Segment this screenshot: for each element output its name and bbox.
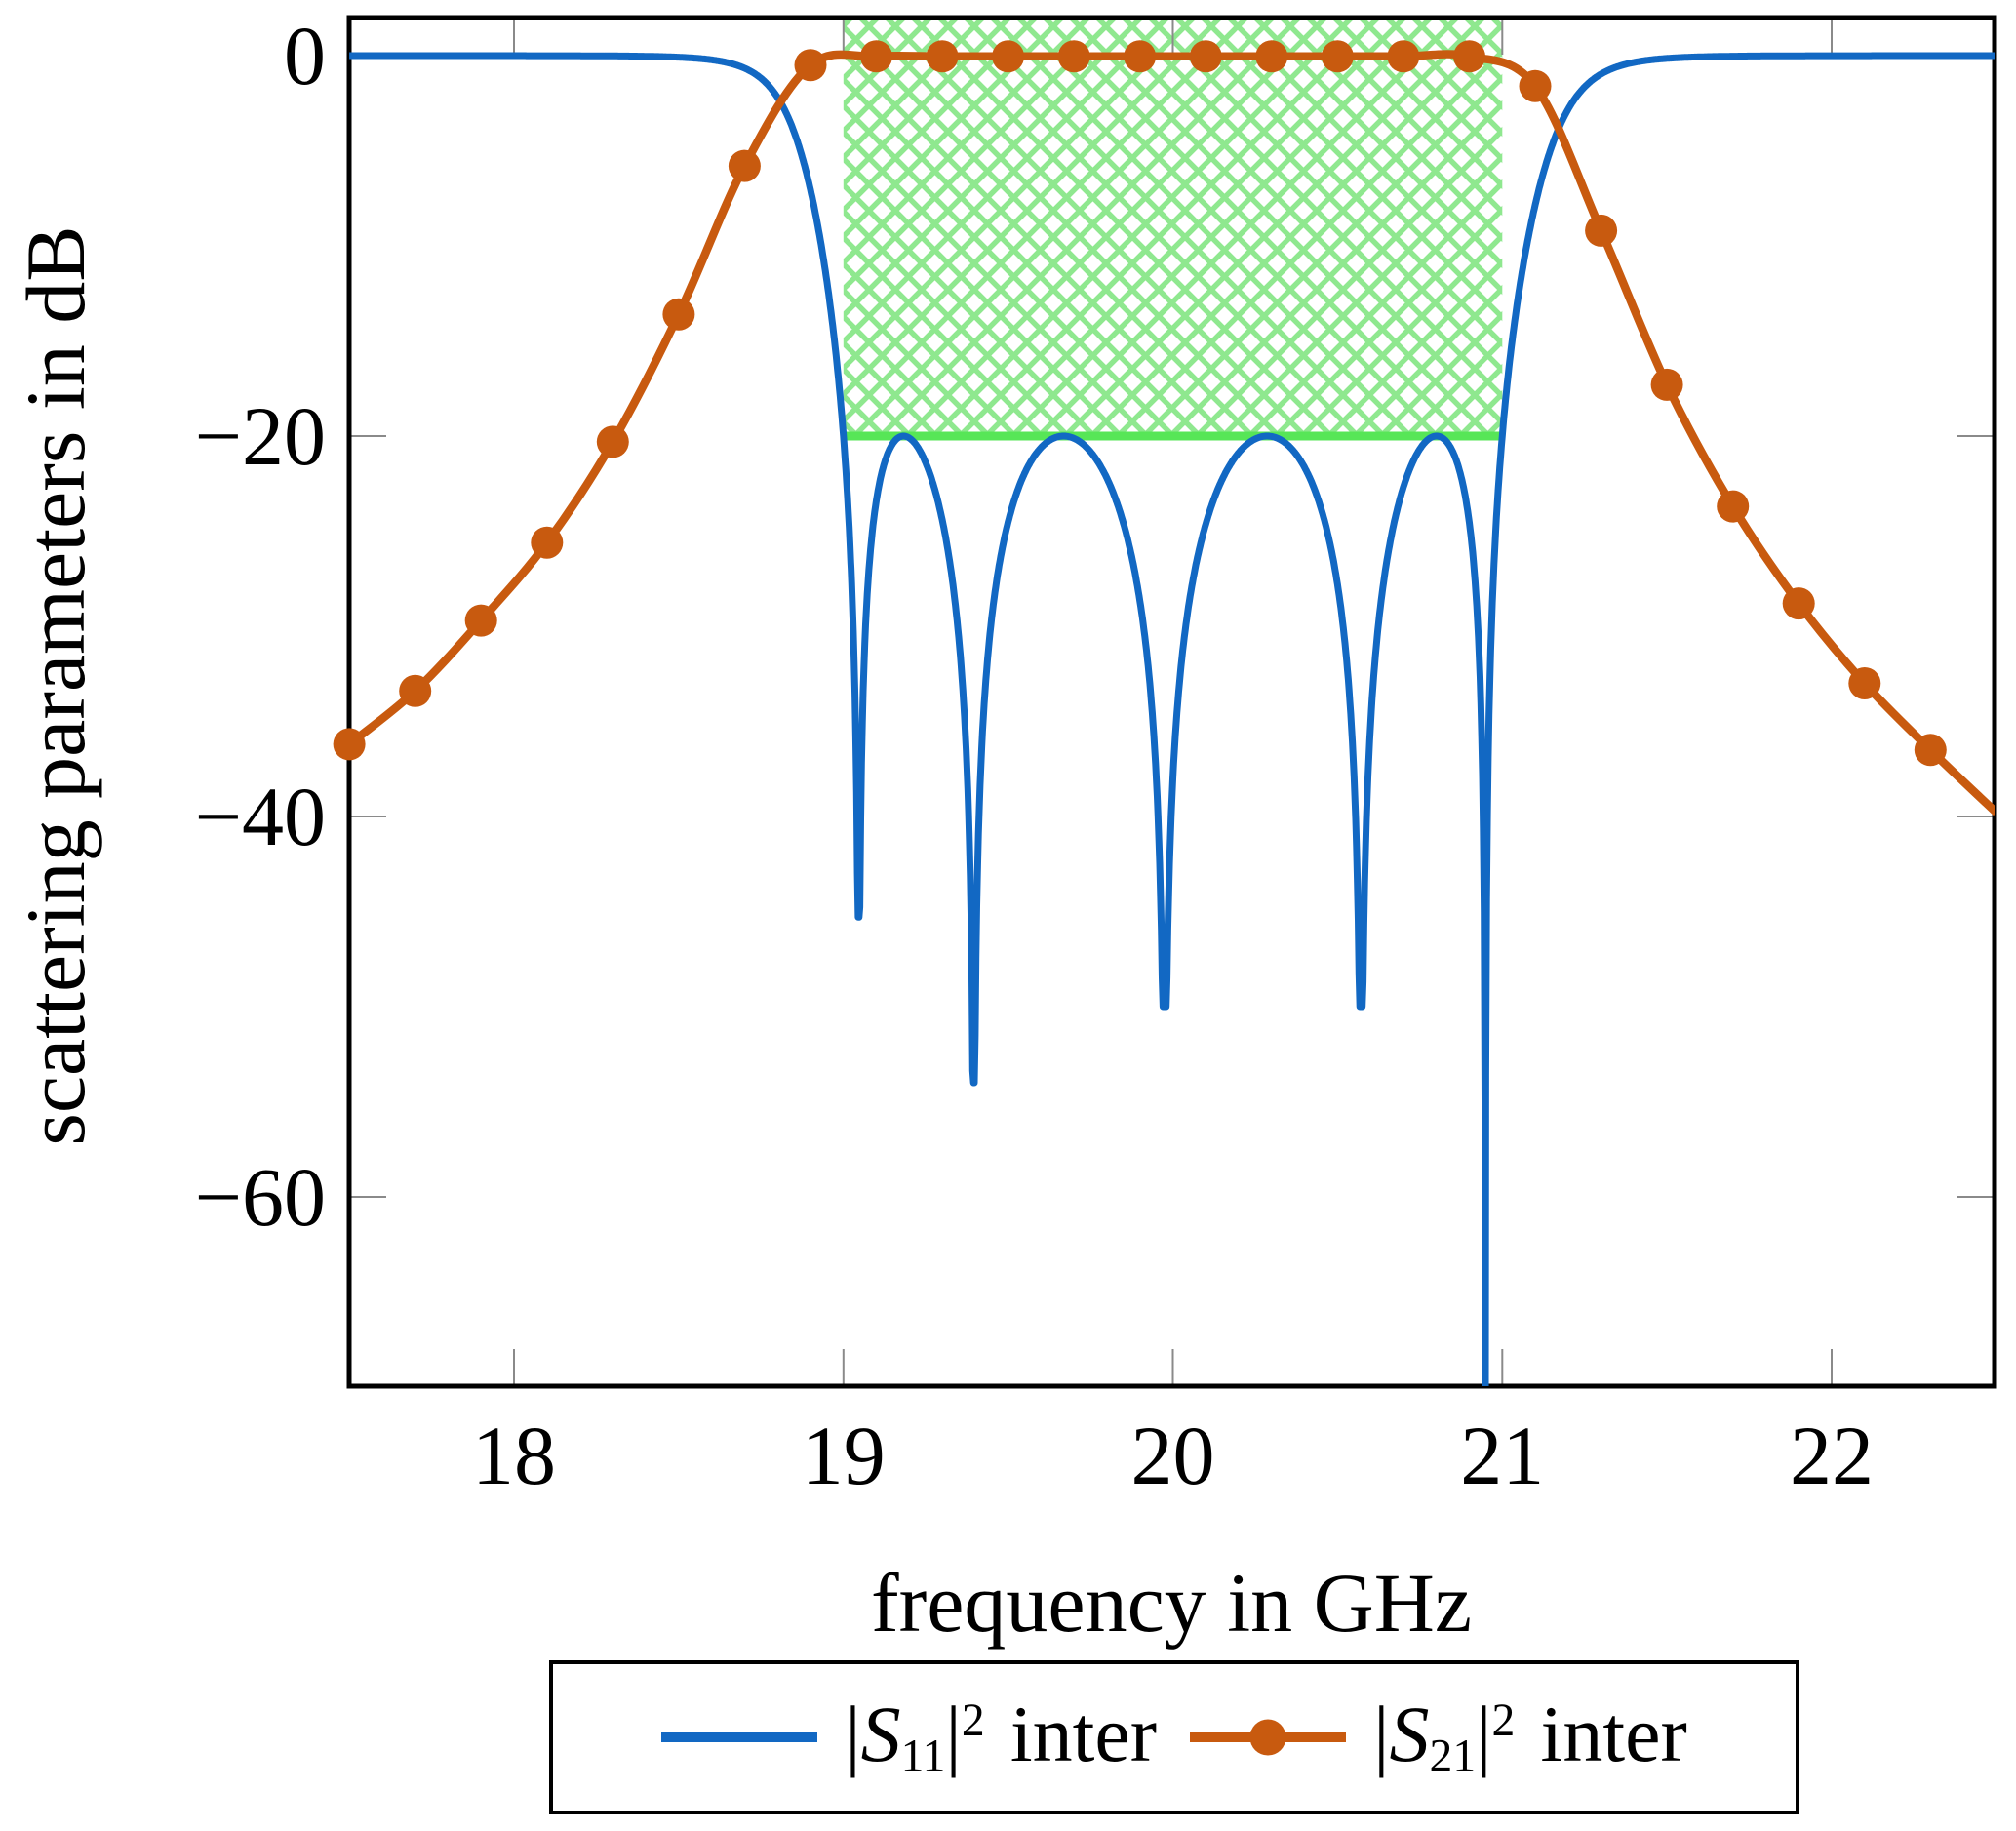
s21-marker (1848, 667, 1881, 699)
legend-item: |S11|2 inter (661, 1689, 1158, 1782)
x-tick-label: 19 (801, 1409, 886, 1502)
s21-marker (1914, 734, 1947, 767)
s21-marker (1057, 40, 1090, 73)
legend-label: |S11|2 inter (845, 1689, 1158, 1782)
s21-marker (860, 40, 892, 73)
legend-line-marker-icon (1190, 1719, 1347, 1756)
legend-dot-icon (1249, 1719, 1286, 1756)
s21-marker (1189, 40, 1222, 73)
s21-marker (1255, 40, 1288, 73)
s21-marker (992, 40, 1025, 73)
s21-marker (1782, 587, 1815, 620)
s21-marker (1585, 214, 1618, 247)
s21-marker (1387, 40, 1420, 73)
s11-curve (349, 52, 1995, 1386)
axis-frame (346, 15, 1997, 1389)
y-tick-label: −20 (194, 389, 326, 483)
s21-markers (333, 40, 1947, 767)
s21-marker (464, 604, 497, 637)
x-tick-label: 20 (1130, 1409, 1215, 1502)
y-tick-label: −60 (194, 1150, 326, 1244)
s21-marker (1519, 69, 1552, 102)
s21-marker (1321, 40, 1354, 73)
x-tick-label: 18 (472, 1409, 556, 1502)
s21-marker (1650, 368, 1683, 401)
legend-item: |S21|2 inter (1190, 1689, 1687, 1782)
y-tick-label: 0 (284, 9, 326, 102)
s21-marker (728, 149, 761, 182)
s21-marker (399, 674, 432, 707)
x-tick-label: 21 (1460, 1409, 1545, 1502)
legend-label: |S21|2 inter (1373, 1689, 1687, 1782)
tick-marks (349, 18, 1995, 1386)
s21-marker (333, 728, 366, 761)
s21-marker (1124, 40, 1157, 73)
y-axis-title: scattering parameters in dB (9, 225, 102, 1146)
s21-marker (662, 298, 695, 331)
s21-marker (596, 425, 629, 458)
x-axis-title: frequency in GHz (870, 1556, 1473, 1650)
s21-marker (794, 49, 827, 82)
legend-line-icon (661, 1731, 818, 1742)
s21-marker (1717, 490, 1750, 523)
s21-marker (1453, 40, 1485, 73)
s21-marker (926, 40, 959, 73)
y-tick-label: −40 (194, 770, 326, 863)
s21-marker (531, 526, 564, 559)
spec-region (843, 20, 1503, 441)
x-tick-label: 22 (1790, 1409, 1874, 1502)
legend: |S11|2 inter |S21|2 inter (549, 1660, 1799, 1814)
